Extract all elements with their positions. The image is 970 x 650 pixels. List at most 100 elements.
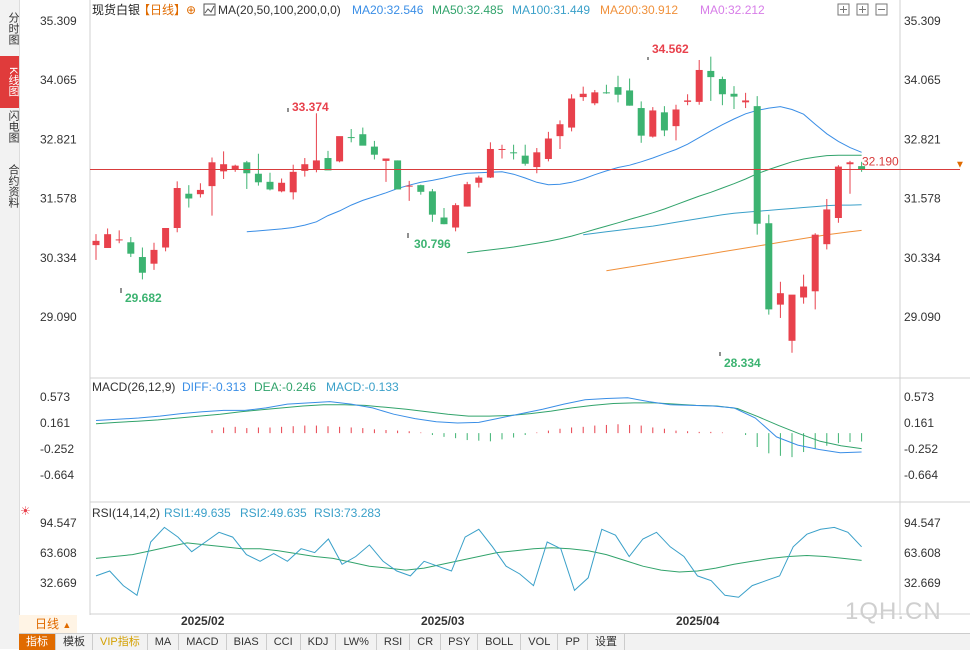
toolbar-item-cr[interactable]: CR: [410, 634, 442, 650]
rsi1-value: RSI1:49.635: [164, 506, 231, 520]
candle-body: [150, 249, 158, 264]
rsi-tick-right: 32.669: [904, 576, 941, 590]
rsi-legend: ☀ RSI(14,14,2) RSI1:49.635 RSI2:49.635 R…: [20, 504, 381, 520]
toolbar-item-macd[interactable]: MACD: [179, 634, 227, 650]
toolbar-item-vip[interactable]: VIP指标: [93, 634, 148, 650]
x-label-apr: 2025/04: [676, 614, 720, 628]
ma200-line: [606, 229, 862, 272]
ma50-line: [467, 154, 862, 254]
tab-contract-info[interactable]: 合约资料: [7, 164, 19, 208]
ma20-value: MA20:32.546: [352, 3, 424, 17]
price-tick-right: 30.334: [904, 251, 941, 265]
tab-timeshare[interactable]: 分时图: [7, 11, 19, 45]
toolbar-item-pp[interactable]: PP: [558, 634, 588, 650]
top-right-tools: [837, 3, 888, 16]
candle-body: [707, 70, 715, 78]
price-tick-left: 29.090: [40, 310, 77, 324]
panel-frames: [89, 0, 970, 615]
price-annotations: 33.374 34.562 29.682 30.796 28.334: [120, 42, 761, 370]
toolbar-item-kdj[interactable]: KDJ: [301, 634, 337, 650]
candle-body: [649, 110, 657, 137]
toolbar-item-settings[interactable]: 设置: [588, 634, 625, 650]
candle-body: [440, 217, 448, 225]
candle-body: [498, 148, 506, 150]
candle-body: [533, 152, 541, 168]
rsi-tick-left: 63.608: [40, 546, 77, 560]
candle-body: [138, 257, 146, 273]
price-tick-left: 35.309: [40, 14, 77, 28]
rsi3-value: RSI3:73.283: [314, 506, 381, 520]
zoom-in-icon[interactable]: [856, 3, 869, 16]
toolbar-item-bias[interactable]: BIAS: [227, 634, 267, 650]
candle-body: [452, 205, 460, 228]
toolbar-item-psy[interactable]: PSY: [441, 634, 479, 650]
price-tick-left: 32.821: [40, 132, 77, 146]
rsi-settings-icon[interactable]: ☀: [20, 504, 31, 518]
candle-body: [394, 160, 402, 190]
toolbar-item-indicator[interactable]: 指标: [19, 634, 56, 650]
rsi2-value: RSI2:49.635: [240, 506, 307, 520]
settings-icon[interactable]: ⊕: [186, 3, 196, 17]
macd-tick-left: 0.573: [40, 390, 70, 404]
rsi1-line: [95, 526, 862, 598]
macd-label: MACD(26,12,9): [92, 380, 175, 394]
candle-body: [92, 240, 100, 246]
period-selector[interactable]: 日线 ▲: [19, 615, 77, 633]
rsi-axis: 94.547 94.547 63.608 63.608 32.669 32.669: [40, 516, 941, 590]
tab-kline[interactable]: K线图: [0, 56, 19, 108]
indicator-icon-line: [204, 5, 215, 14]
macd-tick-right: 0.573: [904, 390, 934, 404]
toolbar-item-ma[interactable]: MA: [148, 634, 180, 650]
candle-body: [289, 171, 297, 193]
macd-dea: DEA:-0.246: [254, 380, 316, 394]
macd-tick-left: -0.252: [40, 442, 74, 456]
sidebar: 分时图 K线图 闪电图 合约资料: [0, 0, 20, 649]
candle-body: [742, 100, 750, 103]
macd-legend: MACD(26,12,9) DIFF:-0.313 DEA:-0.246 MAC…: [92, 380, 399, 394]
toolbar-item-vol[interactable]: VOL: [521, 634, 559, 650]
candle-body: [556, 124, 564, 137]
price-tick-right: 31.578: [904, 192, 941, 206]
candle-body: [301, 164, 309, 171]
price-tick-left: 31.578: [40, 192, 77, 206]
candle-body: [428, 191, 436, 215]
macd-histogram: [211, 424, 863, 458]
candle-body: [324, 158, 332, 171]
candle-body: [684, 100, 692, 102]
macd-tick-left: -0.664: [40, 468, 74, 482]
candle-body: [196, 189, 204, 195]
candle-body: [231, 165, 239, 170]
candle-body: [510, 152, 518, 154]
period-label: 日线: [35, 617, 60, 631]
tab-flash[interactable]: 闪电图: [7, 109, 19, 143]
candle-body: [753, 106, 761, 224]
toolbar-item-template[interactable]: 模板: [56, 634, 93, 650]
candle-body: [846, 162, 854, 165]
toolbar-item-boll[interactable]: BOLL: [478, 634, 522, 650]
candle-body: [347, 137, 355, 139]
toolbar-item-lw[interactable]: LW%: [336, 634, 377, 650]
candle-body: [417, 185, 425, 192]
candle-body: [788, 294, 796, 341]
caret-up-icon: ▲: [62, 620, 72, 630]
candle-body: [602, 92, 610, 94]
candle-body: [811, 234, 819, 292]
rsi-tick-left: 32.669: [40, 576, 77, 590]
indicator-icon[interactable]: [203, 3, 216, 16]
candle-body: [834, 166, 842, 219]
toolbar-item-cci[interactable]: CCI: [267, 634, 301, 650]
rsi-lines: [95, 526, 862, 598]
candle-body: [463, 184, 471, 207]
candle-body: [254, 173, 262, 183]
macd-diff-line: [95, 397, 862, 454]
candle-body: [626, 90, 634, 106]
rsi-tick-right: 94.547: [904, 516, 941, 530]
x-label-mar: 2025/03: [421, 614, 465, 628]
zoom-out-icon[interactable]: [875, 3, 888, 16]
candle-body: [695, 69, 703, 102]
annotation-high-1: 33.374: [292, 100, 329, 114]
watermark: 1QH.CN: [845, 598, 942, 625]
toolbar-item-rsi[interactable]: RSI: [377, 634, 411, 650]
move-icon[interactable]: [837, 3, 850, 16]
